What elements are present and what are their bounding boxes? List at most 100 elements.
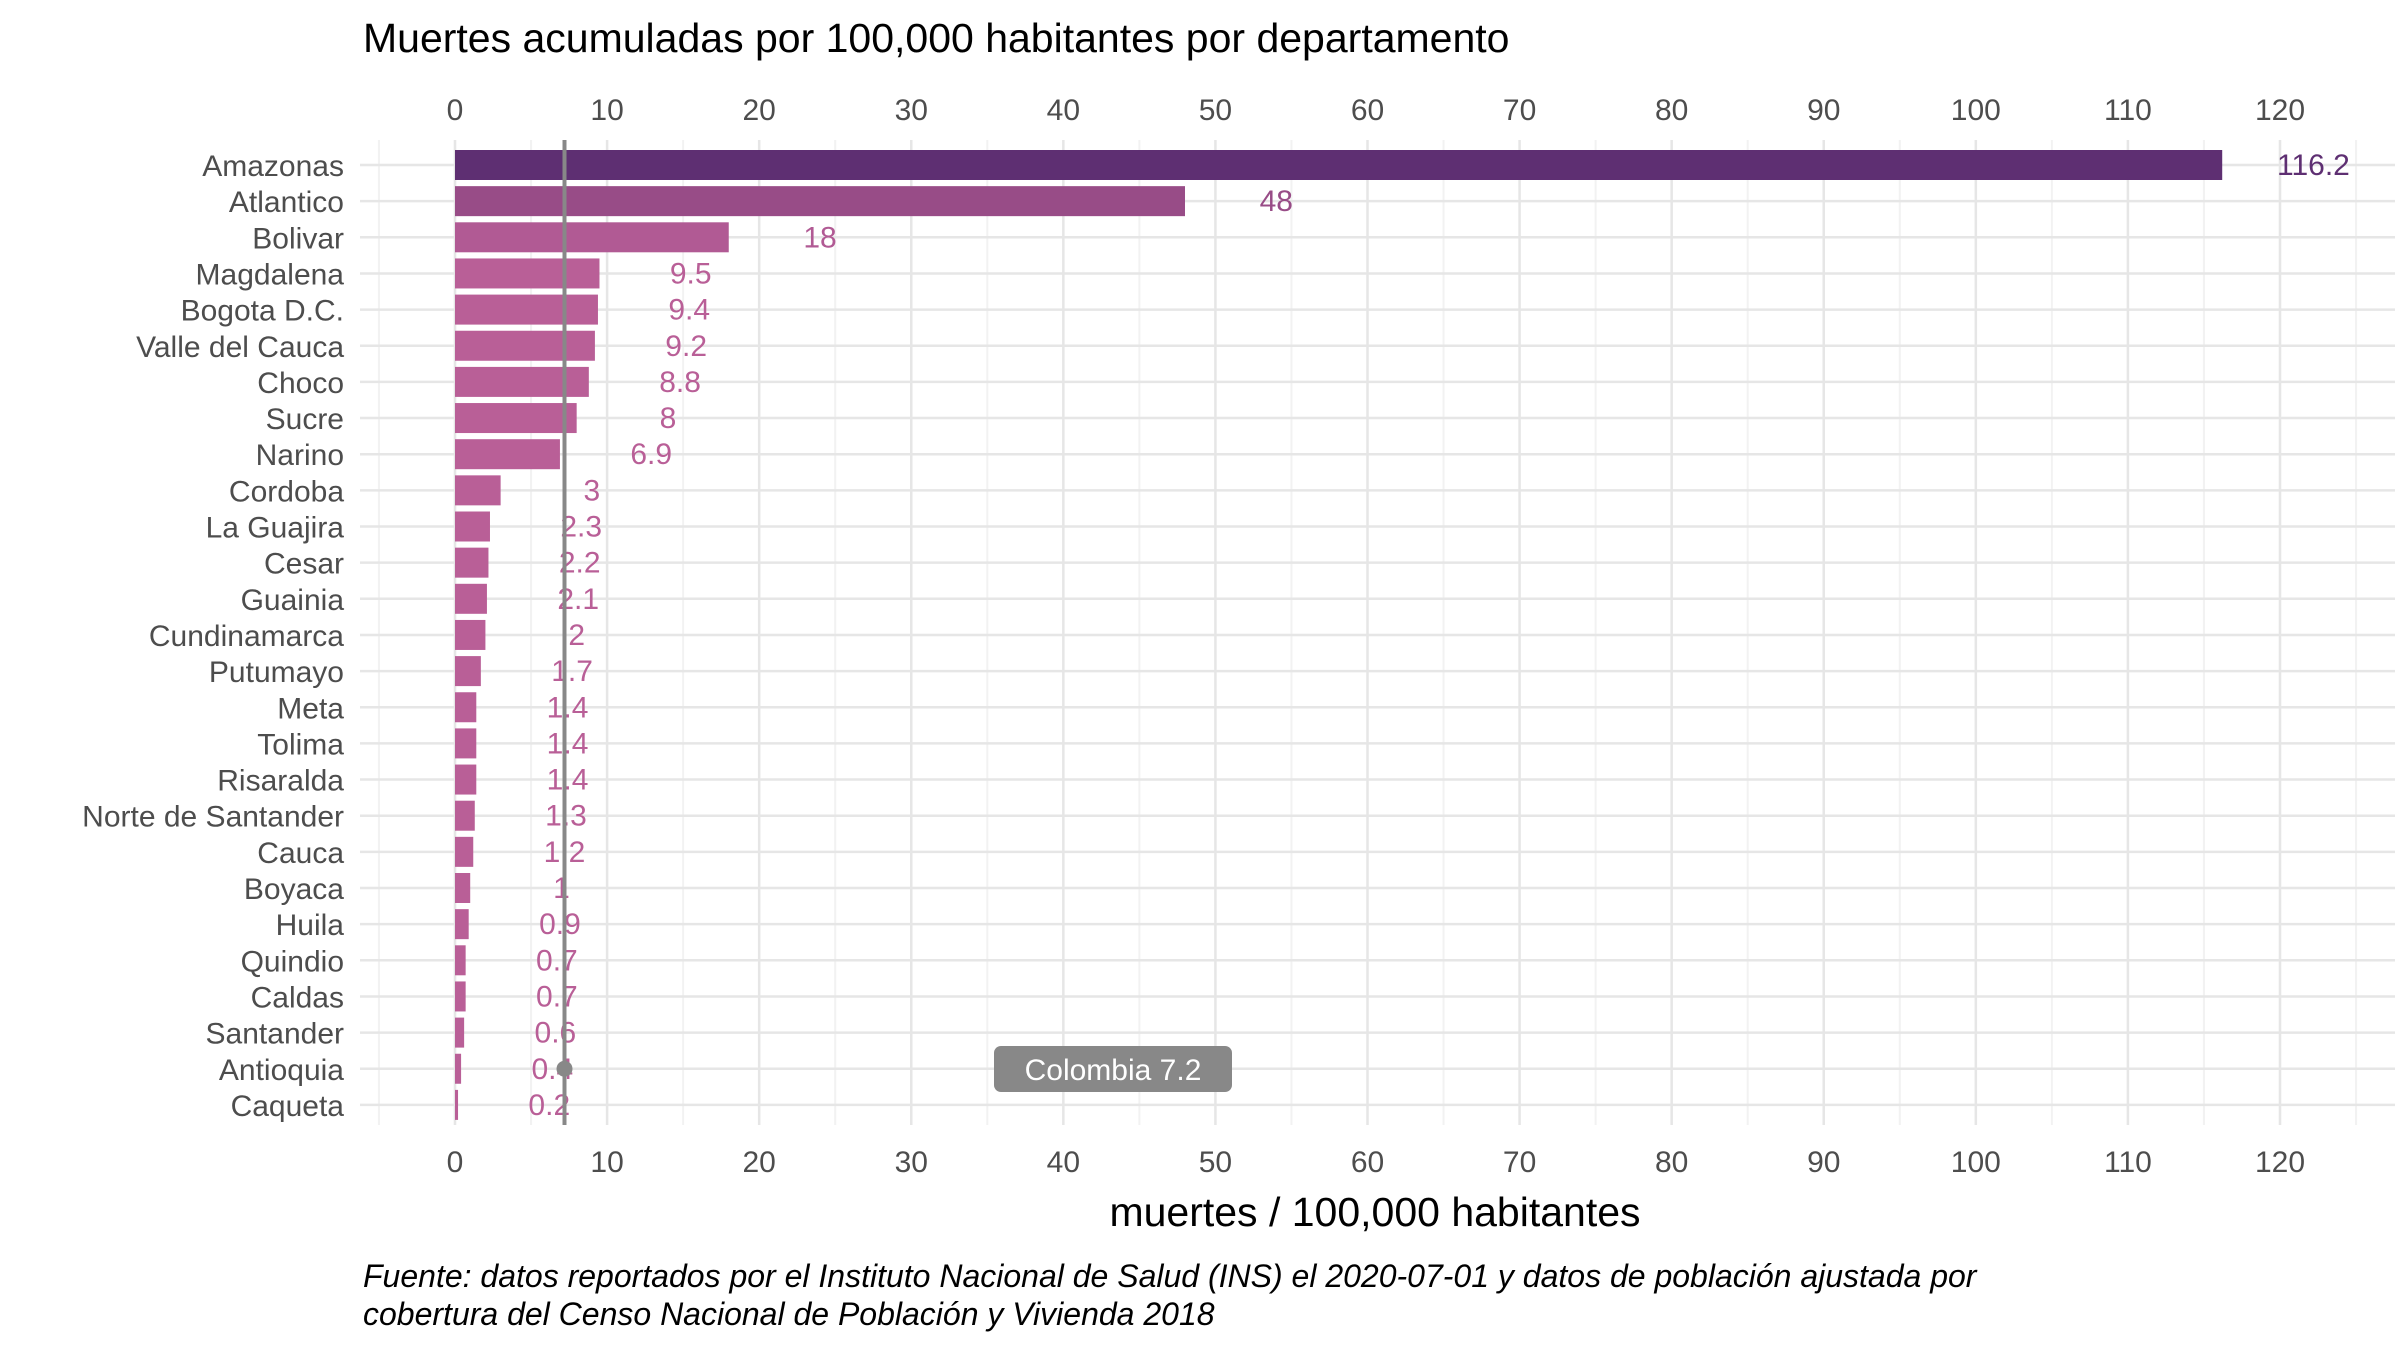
category-label: Cesar — [264, 548, 344, 581]
category-label: Atlantico — [229, 186, 344, 219]
bar — [455, 150, 2223, 180]
bar — [455, 186, 1185, 217]
category-label: Cauca — [257, 837, 344, 870]
category-label: Narino — [256, 439, 344, 472]
bar — [455, 222, 729, 253]
x-tick-label-bottom: 80 — [1655, 1146, 1688, 1179]
bar — [455, 258, 600, 289]
category-label: Risaralda — [217, 765, 344, 798]
x-tick-label-top: 80 — [1655, 94, 1688, 127]
category-label: Magdalena — [196, 258, 345, 291]
bar — [455, 656, 481, 687]
data-label: 1.4 — [547, 691, 589, 724]
category-label: Cundinamarca — [149, 620, 344, 653]
data-label: 18 — [803, 221, 836, 254]
reference-label-box — [994, 1046, 1232, 1092]
x-tick-label-top: 90 — [1807, 94, 1840, 127]
data-label: 0.9 — [539, 908, 581, 941]
x-tick-label-top: 70 — [1503, 94, 1536, 127]
x-tick-label-top: 0 — [447, 94, 464, 127]
bar — [455, 547, 489, 578]
category-label: Valle del Cauca — [136, 331, 344, 364]
bar — [455, 692, 477, 723]
data-label: 1.4 — [547, 727, 589, 760]
x-tick-label-top: 110 — [2104, 94, 2152, 127]
x-tick-label-bottom: 90 — [1807, 1146, 1840, 1179]
bar — [455, 981, 466, 1012]
category-label: Boyaca — [244, 873, 344, 906]
x-tick-label-top: 120 — [2255, 94, 2305, 127]
category-label: Choco — [257, 367, 344, 400]
bar — [455, 294, 598, 325]
bar — [455, 1053, 462, 1084]
category-label: Sucre — [266, 403, 344, 436]
bar — [455, 728, 477, 759]
data-label: 48 — [1260, 185, 1293, 218]
x-axis-label: muertes / 100,000 habitantes — [1109, 1189, 1640, 1235]
x-tick-label-top: 60 — [1351, 94, 1384, 127]
chart-title: Muertes acumuladas por 100,000 habitante… — [363, 15, 1509, 61]
category-label: Amazonas — [202, 150, 344, 183]
caption: Fuente: datos reportados por el Institut… — [363, 1258, 1978, 1332]
category-label: Tolima — [257, 728, 344, 761]
grid — [360, 140, 2395, 1125]
reference-line-group: Colombia 7.2 — [556, 140, 1232, 1125]
reference-dot — [556, 1060, 573, 1077]
caption-line-2: cobertura del Censo Nacional de Població… — [363, 1296, 1215, 1332]
data-label: 6.9 — [630, 438, 672, 471]
x-tick-label-bottom: 60 — [1351, 1146, 1384, 1179]
x-tick-label-top: 30 — [895, 94, 928, 127]
category-label: Caldas — [251, 981, 344, 1014]
data-label: 0.6 — [535, 1017, 577, 1050]
data-label: 1.7 — [551, 655, 593, 688]
category-label: Bolivar — [252, 222, 344, 255]
data-label: 1 — [553, 872, 570, 905]
bar — [455, 330, 595, 361]
x-tick-label-bottom: 110 — [2104, 1146, 2152, 1179]
x-tick-label-bottom: 20 — [742, 1146, 775, 1179]
bar — [455, 873, 471, 903]
bar — [455, 909, 469, 940]
x-tick-label-top: 20 — [742, 94, 775, 127]
category-label: Guainia — [241, 584, 345, 617]
bar — [455, 945, 466, 976]
x-tick-label-bottom: 0 — [447, 1146, 464, 1179]
x-tick-label-bottom: 40 — [1047, 1146, 1080, 1179]
category-label: La Guajira — [206, 512, 345, 545]
bar — [455, 511, 490, 542]
data-label: 9.4 — [668, 294, 710, 327]
x-tick-label-bottom: 100 — [1951, 1146, 2001, 1179]
reference-label-text: Colombia 7.2 — [1025, 1054, 1202, 1087]
category-label: Putumayo — [209, 656, 344, 689]
data-label: 0.7 — [536, 980, 578, 1013]
data-label: 0.7 — [536, 944, 578, 977]
category-label: Antioquia — [219, 1054, 344, 1087]
bar — [455, 366, 589, 397]
data-label: 8.8 — [659, 366, 701, 399]
bar — [455, 1089, 459, 1120]
x-tick-label-top: 40 — [1047, 94, 1080, 127]
category-label: Norte de Santander — [82, 801, 344, 834]
bar — [455, 764, 477, 795]
bar — [455, 836, 474, 867]
category-label: Meta — [277, 692, 344, 725]
category-label: Cordoba — [229, 475, 344, 508]
bar — [455, 403, 577, 434]
reference-label: Colombia 7.2 — [994, 1046, 1232, 1092]
bar — [455, 475, 501, 506]
x-tick-label-top: 100 — [1951, 94, 2001, 127]
x-tick-label-bottom: 50 — [1199, 1146, 1232, 1179]
x-tick-label-bottom: 10 — [590, 1146, 623, 1179]
x-tick-label-top: 50 — [1199, 94, 1232, 127]
category-label: Caqueta — [231, 1090, 345, 1123]
x-tick-label-bottom: 30 — [895, 1146, 928, 1179]
data-label: 1.4 — [547, 764, 589, 797]
x-tick-label-bottom: 120 — [2255, 1146, 2305, 1179]
category-label: Quindio — [241, 945, 344, 978]
data-label: 2.3 — [560, 511, 602, 544]
caption-line-1: Fuente: datos reportados por el Institut… — [363, 1258, 1978, 1294]
data-label: 2 — [568, 619, 585, 652]
bar — [455, 619, 486, 650]
